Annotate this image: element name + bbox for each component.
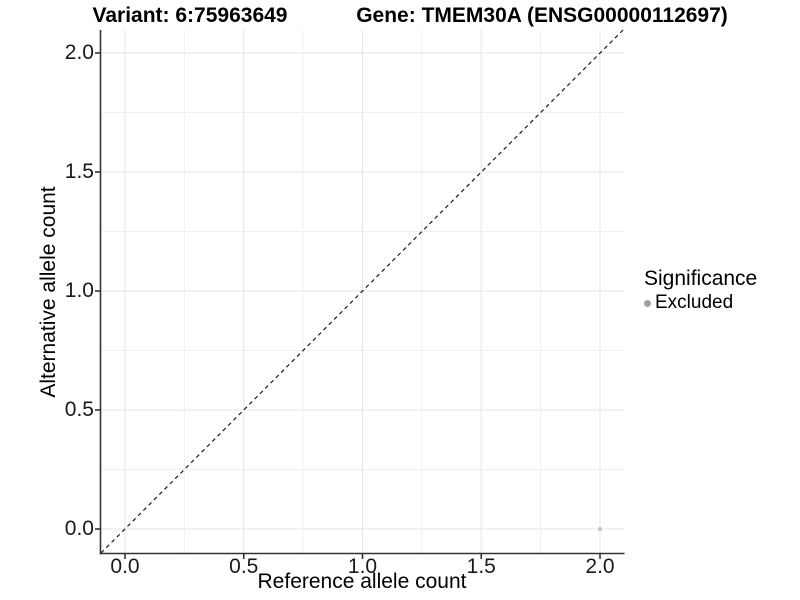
legend-key-dot-icon <box>644 299 651 307</box>
x-tick-label: 0.0 <box>110 555 140 578</box>
x-axis-title: Reference allele count <box>257 570 467 593</box>
x-tick-label: 0.5 <box>229 555 259 578</box>
identity-line <box>100 29 624 554</box>
y-tick-label: 2.0 <box>64 41 94 64</box>
legend-title: Significance <box>644 267 758 290</box>
x-tick-label: 1.5 <box>466 555 496 578</box>
legend-item-label: Excluded <box>655 292 734 313</box>
x-tick-label: 1.0 <box>347 555 378 578</box>
y-tick-label: 0.0 <box>64 517 94 540</box>
plot-title-gene: Gene: TMEM30A (ENSG00000112697) <box>356 4 728 27</box>
x-tick-label: 2.0 <box>585 555 615 578</box>
y-tick-label: 1.0 <box>64 279 94 302</box>
data-point <box>598 527 602 531</box>
y-tick-label: 0.5 <box>64 398 94 421</box>
plot-title-variant: Variant: 6:75963649 <box>92 4 288 27</box>
y-tick-label: 1.5 <box>64 160 94 183</box>
legend: Significance Excluded <box>644 268 757 313</box>
legend-item: Excluded <box>644 292 757 313</box>
y-axis-title: Alternative allele count <box>37 186 60 398</box>
